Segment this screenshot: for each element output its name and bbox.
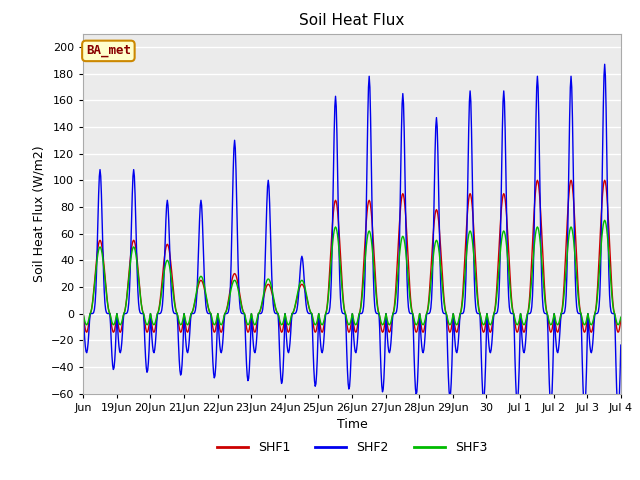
Title: Soil Heat Flux: Soil Heat Flux <box>300 13 404 28</box>
Y-axis label: Soil Heat Flux (W/m2): Soil Heat Flux (W/m2) <box>32 145 45 282</box>
X-axis label: Time: Time <box>337 418 367 431</box>
Text: BA_met: BA_met <box>86 44 131 58</box>
Legend: SHF1, SHF2, SHF3: SHF1, SHF2, SHF3 <box>212 436 492 459</box>
